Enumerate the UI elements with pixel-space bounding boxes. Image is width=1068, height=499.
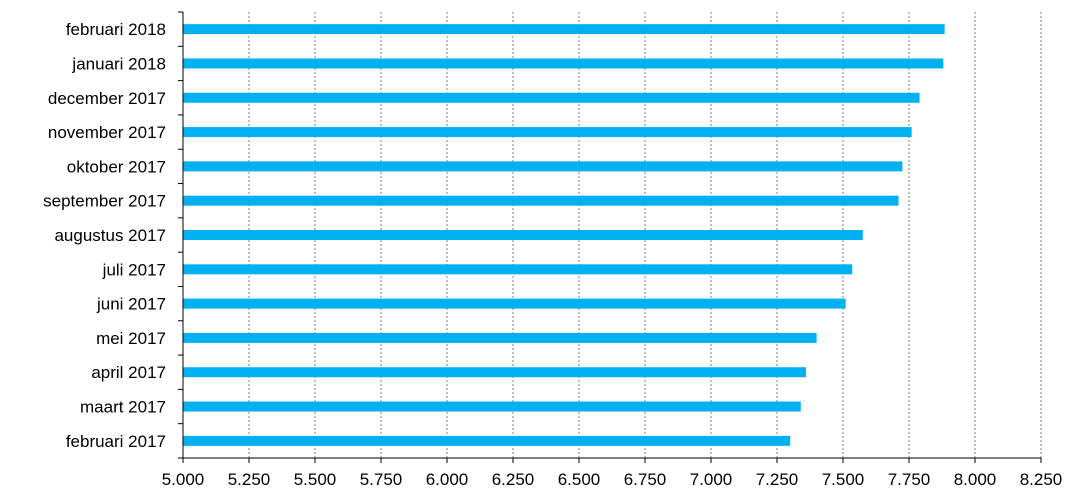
bar (183, 92, 920, 103)
y-tick-label: december 2017 (48, 89, 166, 108)
bar (183, 264, 853, 275)
y-tick-label: februari 2017 (66, 432, 166, 451)
x-tick-label: 6.500 (558, 470, 601, 489)
bar (183, 230, 863, 240)
bar (183, 58, 944, 69)
x-tick-label: 7.250 (756, 470, 799, 489)
x-tick-label: 5.000 (162, 470, 205, 489)
x-tick-label: 6.750 (624, 470, 667, 489)
x-tick-label: 6.000 (426, 470, 469, 489)
y-tick-label: september 2017 (43, 192, 166, 211)
y-tick-label: maart 2017 (80, 398, 166, 417)
x-tick-label: 5.250 (228, 470, 271, 489)
bar (183, 332, 817, 343)
x-tick-label: 8.250 (1020, 470, 1063, 489)
y-tick-label: februari 2018 (66, 20, 166, 39)
bar (183, 435, 791, 446)
bar (183, 367, 807, 378)
x-tick-label: 5.500 (294, 470, 337, 489)
y-tick-label: augustus 2017 (54, 226, 166, 245)
bar (183, 161, 903, 172)
x-tick-label: 8.000 (954, 470, 997, 489)
x-tick-label: 6.250 (492, 470, 535, 489)
x-tick-label: 5.750 (360, 470, 403, 489)
y-tick-label: oktober 2017 (67, 157, 166, 176)
bar (183, 195, 899, 206)
x-tick-label: 7.000 (690, 470, 733, 489)
axes (178, 11, 1042, 463)
x-tick-label: 7.500 (822, 470, 865, 489)
bar (183, 298, 846, 309)
bar (183, 127, 912, 138)
y-tick-label: november 2017 (48, 123, 166, 142)
y-tick-label: mei 2017 (96, 329, 166, 348)
y-tick-label: januari 2018 (71, 54, 166, 73)
y-tick-label: juli 2017 (102, 260, 166, 279)
y-tick-label: april 2017 (91, 363, 166, 382)
bar (183, 24, 945, 35)
bar (183, 401, 801, 412)
y-tick-label: juni 2017 (96, 295, 166, 314)
x-tick-label: 7.750 (888, 470, 931, 489)
labels: februari 2018 januari 2018 december 2017 no… (43, 20, 1062, 489)
bars (183, 24, 945, 446)
